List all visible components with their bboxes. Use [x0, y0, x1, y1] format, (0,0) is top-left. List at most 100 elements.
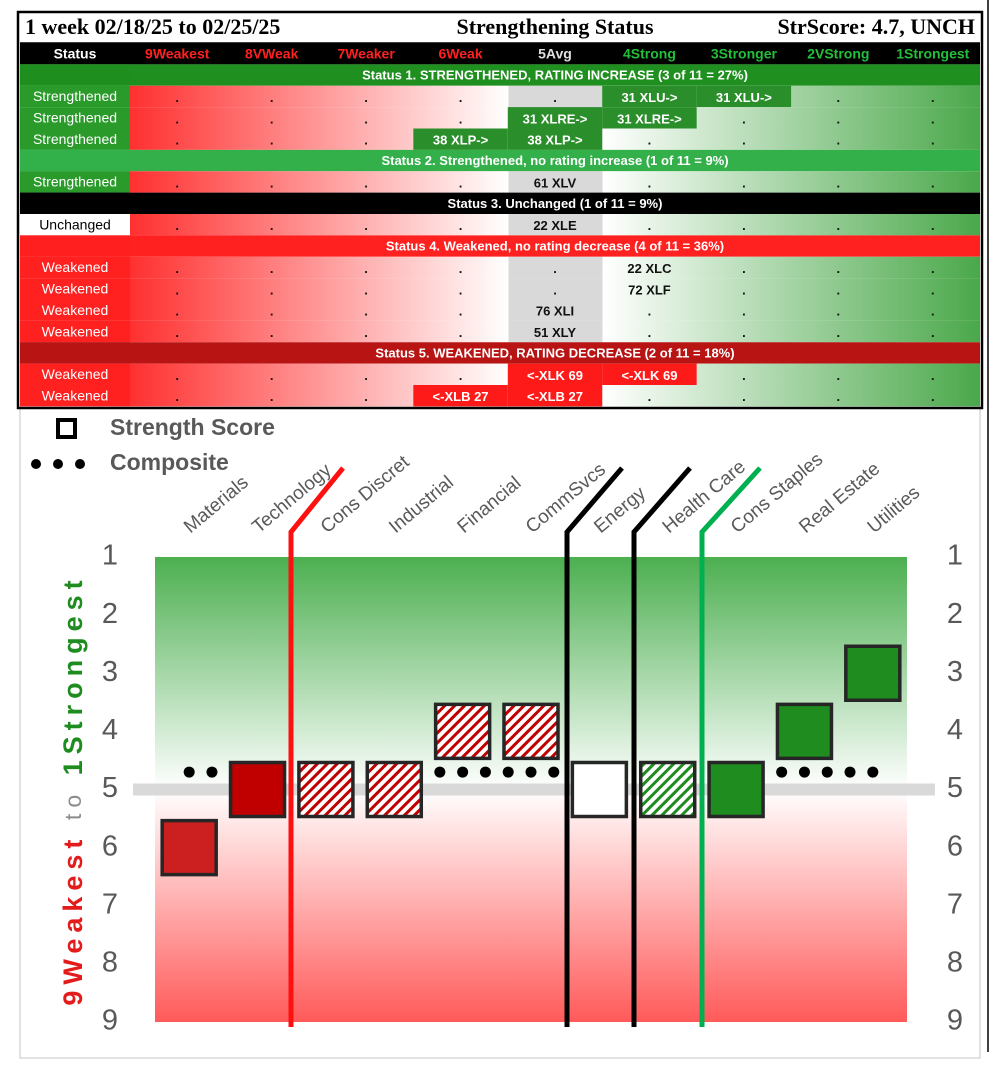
cell-text: .	[175, 282, 179, 297]
cell-text: .	[459, 111, 463, 126]
cell-text: 38 XLP->	[433, 133, 489, 148]
composite-dot	[867, 766, 879, 778]
cell-text: .	[459, 282, 463, 297]
status-cell	[20, 85, 130, 108]
table-title-left: 1 week 02/18/25 to 02/25/25	[25, 14, 280, 39]
row-bg	[130, 171, 980, 193]
status-cell	[20, 278, 130, 300]
cell-text: .	[931, 133, 935, 148]
y2-tick-label: 1	[947, 540, 963, 572]
y-tick-label: 4	[102, 714, 118, 746]
group-heading: Status 3. Unchanged (1 of 11 = 9%)	[448, 196, 663, 211]
cell-text: .	[648, 304, 652, 319]
status-label: Weakened	[42, 259, 109, 275]
cell-text: .	[459, 304, 463, 319]
cell-text: .	[837, 282, 841, 297]
cell-text: .	[364, 175, 368, 190]
composite-dot	[525, 766, 537, 778]
status-label: Strengthened	[33, 110, 117, 126]
move-cell	[602, 107, 697, 129]
group-heading-status	[20, 64, 130, 86]
status-cell	[20, 363, 130, 385]
cell-text: .	[837, 389, 841, 404]
table-title-right: StrScore: 4.7, UNCH	[777, 14, 975, 39]
column-header: 7Weaker	[337, 45, 395, 61]
x-tick-label: Utilities	[864, 482, 924, 537]
cell-text: .	[742, 368, 746, 383]
cell-text: .	[175, 133, 179, 148]
cell-text: <-XLB 27	[433, 389, 489, 404]
composite-dot	[206, 766, 218, 778]
cell-text: .	[648, 133, 652, 148]
cell-text: .	[175, 175, 179, 190]
cell-text: .	[364, 218, 368, 233]
composite-dot	[776, 766, 788, 778]
cell-text: 72 XLF	[628, 282, 671, 297]
score-box	[707, 760, 765, 819]
move-cell	[413, 385, 508, 407]
y2-tick-label: 7	[947, 888, 963, 920]
cell-text: .	[270, 90, 274, 105]
y-tick-label: 1	[102, 540, 118, 572]
cell-text: .	[742, 175, 746, 190]
column-header: 2VStrong	[807, 45, 869, 61]
cell-text: 38 XLP->	[527, 133, 583, 148]
y-axis-label-part: 9Weakest	[58, 834, 88, 1006]
cell-text: .	[270, 111, 274, 126]
row-bg	[130, 256, 980, 279]
cell-text: .	[270, 325, 274, 340]
cell-text: .	[931, 304, 935, 319]
status-label: Weakened	[42, 302, 109, 318]
cell-text: .	[364, 133, 368, 148]
cell-text: .	[270, 261, 274, 276]
cell-text: .	[459, 261, 463, 276]
cell-text: .	[742, 325, 746, 340]
column-header: 9Weakest	[145, 45, 210, 61]
cell-text: 61 XLV	[534, 175, 577, 190]
legend-dot	[31, 459, 41, 469]
divider-line	[699, 466, 762, 1027]
status-cell	[20, 299, 130, 321]
composite-dot	[457, 766, 469, 778]
y2-tick-label: 2	[947, 598, 963, 630]
move-cell	[602, 363, 697, 385]
group-heading: Status 5. WEAKENED, RATING DECREASE (2 o…	[375, 345, 734, 360]
cell-text: 22 XLE	[533, 218, 577, 233]
cell-text: .	[742, 133, 746, 148]
cell-text: .	[364, 90, 368, 105]
legend-label: Composite	[110, 449, 229, 475]
composite-dot	[502, 766, 514, 778]
composite-dot	[548, 766, 560, 778]
y-tick-label: 9	[102, 1005, 118, 1037]
cell-text: .	[837, 368, 841, 383]
cell-text: .	[931, 389, 935, 404]
cell-text: .	[270, 304, 274, 319]
cell-text: .	[742, 111, 746, 126]
cell-text: .	[837, 325, 841, 340]
status-label: Weakened	[42, 366, 109, 382]
composite-dot	[183, 766, 195, 778]
y-tick-label: 2	[102, 598, 118, 630]
y2-tick-label: 6	[947, 830, 963, 862]
row-bg	[130, 214, 980, 236]
legend-dot	[75, 459, 85, 469]
cell-text: 31 XLRE->	[617, 111, 682, 126]
status-cell	[20, 107, 130, 129]
legend-label: Strength Score	[110, 414, 275, 440]
status-cell	[20, 171, 130, 193]
cell-text: .	[364, 282, 368, 297]
group-heading-status	[20, 149, 130, 172]
cell-text: .	[648, 175, 652, 190]
column-header: 8VWeak	[245, 45, 299, 61]
cell-text: .	[931, 282, 935, 297]
cell-text: .	[175, 218, 179, 233]
score-box	[570, 760, 629, 819]
cell-text: .	[175, 261, 179, 276]
cell-text: .	[459, 218, 463, 233]
chart: Strength Score Composite 1 1 2 2 3 3 4 4 5 5 6 6 7 7 8…	[31, 414, 963, 1037]
cell-text: .	[742, 282, 746, 297]
cell-text: .	[270, 133, 274, 148]
divider-line	[564, 466, 624, 1027]
group-heading-bg	[20, 342, 980, 364]
table-border	[16, 10, 984, 410]
